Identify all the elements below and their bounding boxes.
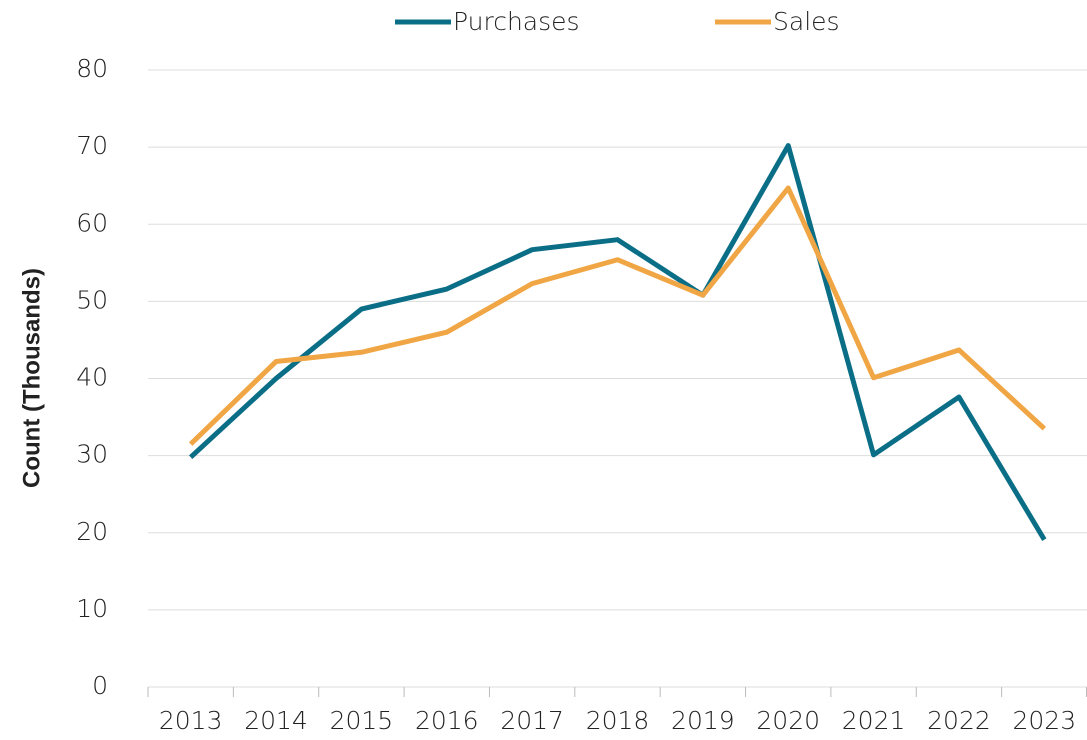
- x-tick-label: 2022: [927, 706, 991, 735]
- y-tick-label: 40: [76, 363, 108, 392]
- series-line: [188, 143, 1047, 541]
- y-tick-label: 80: [76, 54, 108, 83]
- y-tick-label: 60: [76, 208, 108, 237]
- y-tick-label: 30: [76, 440, 108, 469]
- x-tick-label: 2016: [415, 706, 479, 735]
- y-tick-label: 70: [76, 131, 108, 160]
- x-tick-label: 2021: [842, 706, 906, 735]
- y-tick-label: 50: [76, 285, 108, 314]
- series-line: [188, 185, 1047, 446]
- legend-label: Sales: [773, 7, 840, 36]
- y-axis-label: Count (Thousands): [18, 268, 45, 488]
- y-tick-label: 10: [76, 594, 108, 623]
- x-tick-label: 2023: [1013, 706, 1077, 735]
- x-tick-label: 2014: [244, 706, 308, 735]
- y-tick-label: 20: [76, 517, 108, 546]
- x-tick-label: 2019: [671, 706, 735, 735]
- x-tick-label: 2013: [159, 706, 223, 735]
- x-tick-label: 2018: [586, 706, 650, 735]
- x-tick-label: 2020: [756, 706, 820, 735]
- legend-label: Purchases: [453, 7, 580, 36]
- x-tick-label: 2015: [330, 706, 394, 735]
- y-tick-label: 0: [92, 671, 108, 700]
- x-tick-label: 2017: [500, 706, 564, 735]
